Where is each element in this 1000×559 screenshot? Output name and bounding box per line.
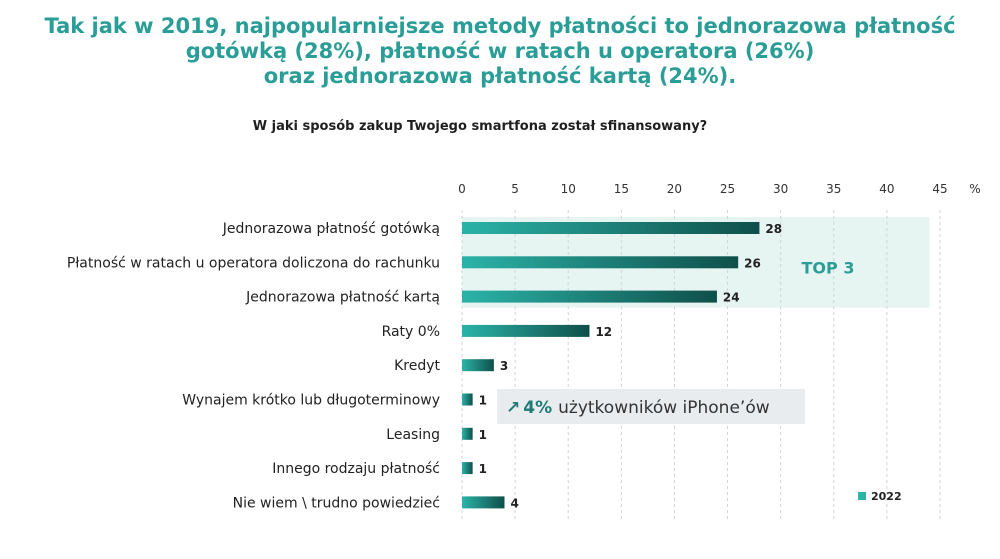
x-tick-label: 20 [667, 182, 682, 196]
x-tick-label: 35 [826, 182, 841, 196]
headline: Tak jak w 2019, najpopularniejsze metody… [40, 14, 960, 89]
category-label: Raty 0% [382, 324, 440, 340]
headline-line-1: Tak jak w 2019, najpopularniejsze metody… [44, 14, 956, 38]
x-tick-label: 30 [773, 182, 788, 196]
category-label: Płatność w ratach u operatora doliczona … [67, 255, 440, 271]
data-label: 24 [723, 291, 740, 305]
x-tick-label: 5 [511, 182, 519, 196]
top3-label: TOP 3 [802, 258, 855, 277]
x-tick-label: 40 [879, 182, 894, 196]
note-arrow-icon: ↗ [506, 398, 520, 418]
bar [462, 324, 590, 337]
bar [462, 393, 473, 406]
headline-line-3: oraz jednorazowa płatność kartą (24%). [263, 64, 737, 88]
category-label: Leasing [386, 427, 440, 443]
bar [462, 256, 739, 269]
note-text: użytkowników iPhone’ów [558, 398, 770, 418]
legend-swatch [858, 492, 866, 500]
x-tick-label: 15 [614, 182, 629, 196]
category-label: Jednorazowa płatność gotówką [222, 221, 440, 237]
data-label: 3 [500, 359, 508, 373]
bar [462, 496, 505, 509]
category-label: Innego rodzaju płatność [272, 461, 440, 477]
bar [462, 427, 473, 440]
note-box [497, 389, 805, 424]
data-label: 1 [479, 428, 487, 442]
data-label: 28 [765, 222, 782, 236]
x-tick-label: 25 [720, 182, 735, 196]
data-label: 1 [479, 394, 487, 408]
bar [462, 290, 717, 303]
x-unit-label: % [969, 182, 980, 196]
headline-line-2: gotówką (28%), płatność w ratach u opera… [185, 39, 815, 63]
note-label: ↗ 4% użytkowników iPhone’ów [506, 398, 770, 418]
category-label: Wynajem krótko lub długoterminowy [182, 393, 440, 409]
x-tick-label: 0 [458, 182, 466, 196]
legend-label: 2022 [871, 490, 902, 503]
data-label: 12 [595, 325, 612, 339]
data-label: 4 [510, 496, 518, 510]
bar [462, 462, 473, 475]
data-label: 26 [744, 256, 761, 270]
x-tick-label: 10 [561, 182, 576, 196]
category-label: Kredyt [394, 358, 440, 374]
category-label: Jednorazowa płatność kartą [245, 290, 440, 306]
bar [462, 359, 494, 372]
category-label: Nie wiem \ trudno powiedzieć [233, 495, 440, 511]
x-tick-label: 45 [932, 182, 947, 196]
bar [462, 222, 760, 234]
note-value: 4% [523, 398, 552, 418]
data-label: 1 [479, 462, 487, 476]
chart-title: W jaki sposób zakup Twojego smartfona zo… [252, 119, 708, 134]
